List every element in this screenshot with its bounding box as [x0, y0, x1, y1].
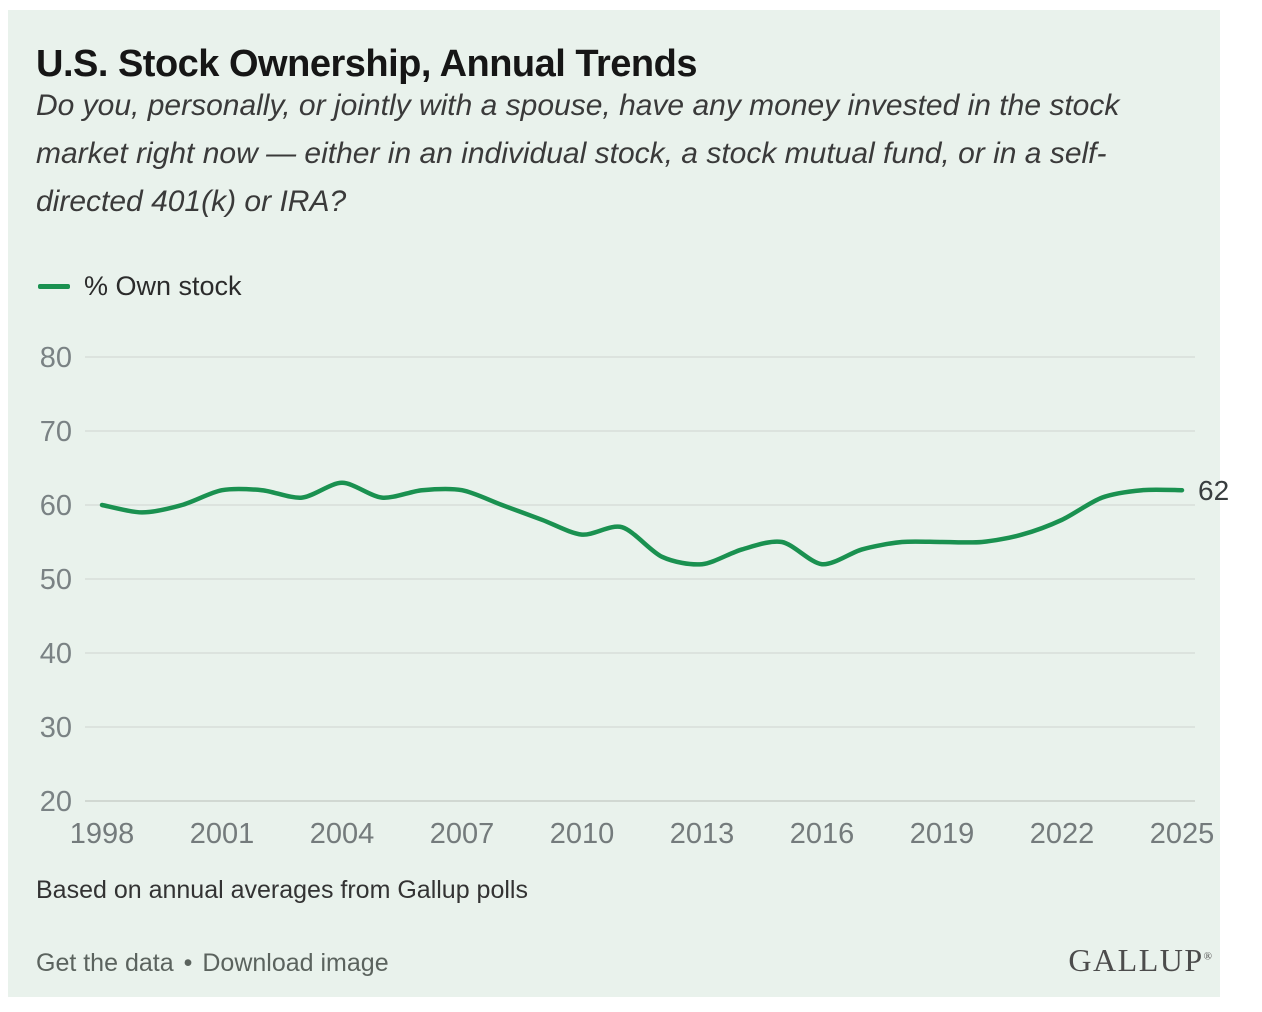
link-separator: •	[183, 949, 193, 977]
x-tick-label: 2007	[430, 818, 495, 850]
chart-title: U.S. Stock Ownership, Annual Trends	[36, 43, 698, 86]
y-tick-label: 30	[40, 712, 72, 744]
y-tick-label: 40	[40, 638, 72, 670]
y-tick-label: 80	[40, 342, 72, 374]
x-tick-label: 1998	[70, 818, 135, 850]
subtitle-line-3: directed 401(k) or IRA?	[36, 185, 347, 218]
footer-row: Get the data • Download image GALLUP®	[36, 942, 1212, 979]
footer-links: Get the data • Download image	[36, 949, 389, 978]
chart-area: 20 30 40 50 60 70 80 1998 2001 2004 2007 2010 2013 20…	[8, 330, 1229, 860]
x-tick-label: 2016	[790, 818, 855, 850]
get-the-data-link[interactable]: Get the data	[36, 949, 174, 977]
legend-line-swatch	[38, 283, 70, 289]
y-tick-label: 50	[40, 564, 72, 596]
gallup-logo: GALLUP®	[1068, 942, 1212, 978]
source-note: Based on annual averages from Gallup pol…	[36, 876, 528, 904]
x-tick-label: 2022	[1030, 818, 1095, 850]
x-tick-label: 2010	[550, 818, 615, 850]
trend-line	[99, 480, 1185, 567]
subtitle-line-2: market right now — either in an individu…	[36, 137, 1107, 170]
end-value-label: 62	[1198, 475, 1229, 506]
chart-card: U.S. Stock Ownership, Annual Trends Do y…	[8, 10, 1229, 997]
subtitle-line-1: Do you, personally, or jointly with a sp…	[36, 89, 1120, 122]
legend-label: % Own stock	[84, 270, 242, 301]
x-tick-label: 2004	[310, 818, 375, 850]
x-tick-label: 2013	[670, 818, 735, 850]
registered-mark: ®	[1203, 950, 1212, 963]
y-tick-label: 20	[40, 786, 72, 818]
legend: % Own stock	[38, 268, 242, 304]
trend-chart[interactable]: 20 30 40 50 60 70 80 1998 2001 2004 2007 2010 2013 20…	[8, 330, 1229, 860]
y-tick-label: 60	[40, 490, 72, 522]
x-tick-label: 2019	[910, 818, 975, 850]
download-image-link[interactable]: Download image	[202, 949, 389, 977]
chart-subtitle: Do you, personally, or jointly with a sp…	[36, 82, 1119, 226]
y-tick-label: 70	[40, 416, 72, 448]
x-tick-label: 2025	[1150, 818, 1215, 850]
x-tick-label: 2001	[190, 818, 255, 850]
